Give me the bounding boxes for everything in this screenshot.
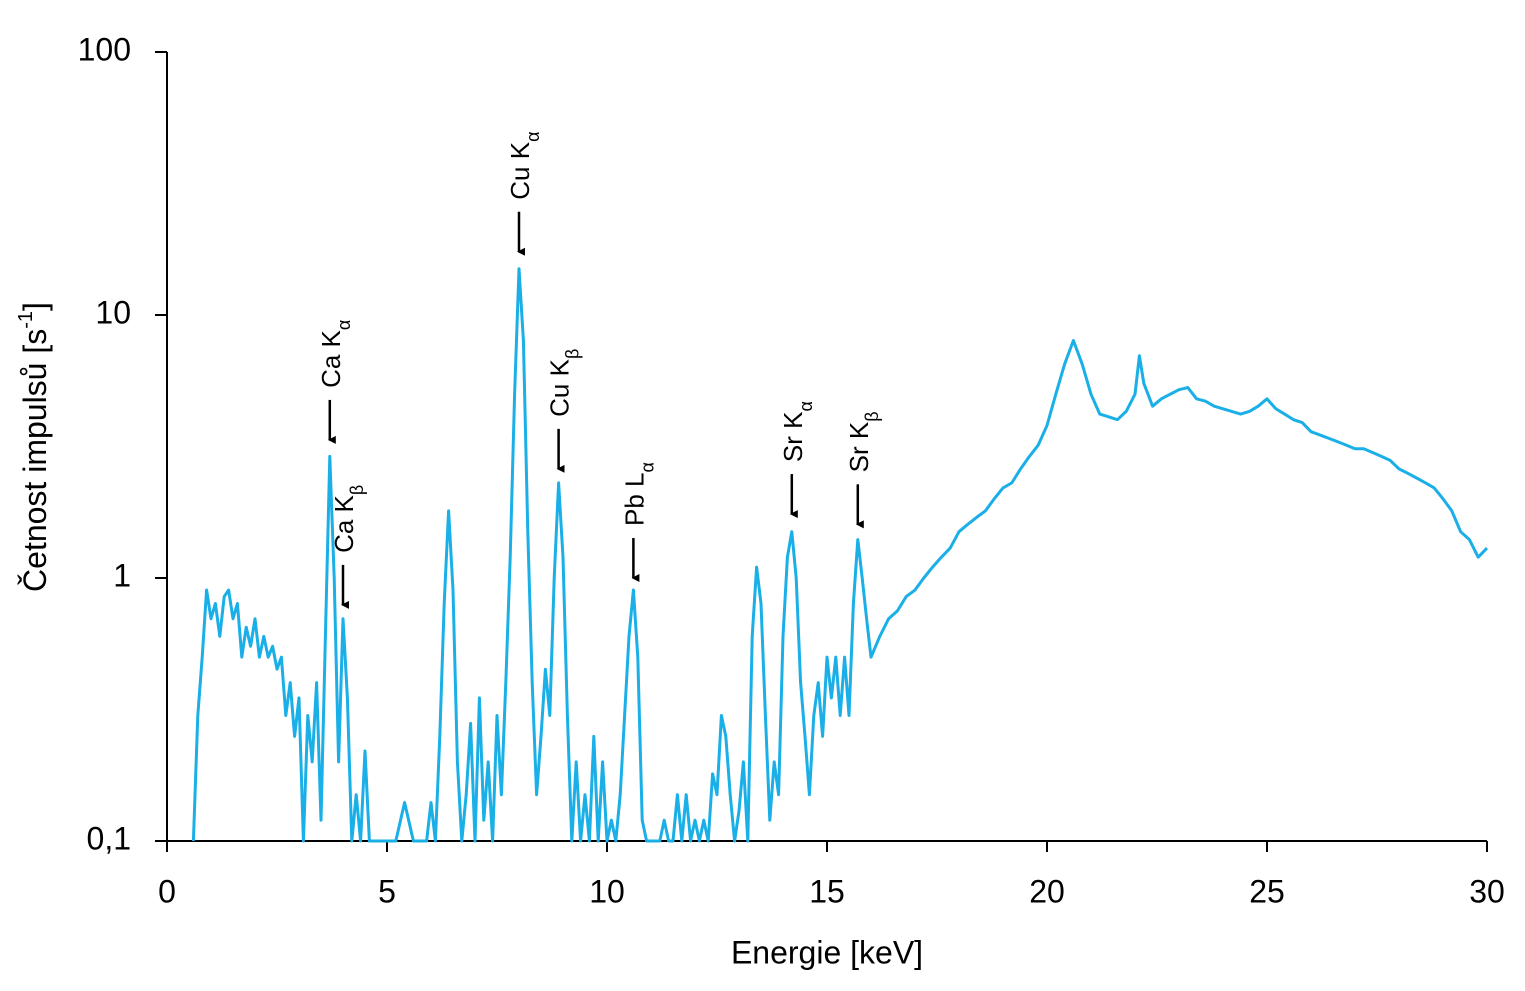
y-axis-label-end: ] (17, 302, 53, 311)
spectrum-line (191, 267, 1489, 843)
annotation-label: Cu Kα (505, 132, 543, 200)
x-tick-label: 25 (1249, 873, 1285, 909)
y-tick-label: 100 (78, 31, 131, 67)
annotation-text: Sr K (844, 421, 874, 472)
annotation-sub: α (334, 320, 354, 330)
x-axis-label: Energie [keV] (731, 934, 923, 970)
annotation-text: Ca K (329, 494, 359, 552)
annotation-sub: β (563, 349, 583, 359)
annotation-text: Sr K (778, 411, 808, 462)
annotation-sub: β (862, 411, 882, 421)
annotation-label: Pb Lα (619, 462, 657, 526)
x-tick-label: 0 (158, 873, 176, 909)
annotation-text: Pb L (619, 473, 649, 527)
annotation-text: Cu K (505, 141, 535, 199)
x-tick-label: 30 (1469, 873, 1505, 909)
annotation-sub: β (347, 485, 367, 495)
annotation-sub: α (796, 401, 816, 411)
y-axis-label-sup: -1 (15, 311, 37, 329)
annotation-text: Cu K (545, 358, 575, 416)
annotation-label: Ca Kα (316, 320, 354, 388)
x-tick-label: 15 (809, 873, 845, 909)
annotation-sub: α (637, 462, 657, 472)
y-axis-label-text: Četnost impulsů [s (17, 329, 53, 592)
annotation-label: Sr Kβ (844, 411, 882, 472)
y-tick-label: 10 (95, 294, 131, 330)
y-tick-label: 0,1 (87, 820, 131, 856)
annotation-label: Cu Kβ (545, 349, 583, 417)
x-tick-label: 20 (1029, 873, 1065, 909)
x-tick-label: 5 (378, 873, 396, 909)
y-axis-label: Četnost impulsů [s-1] (15, 302, 53, 592)
x-tick-label: 10 (589, 873, 625, 909)
annotation-sub: α (523, 132, 543, 142)
annotation-label: Ca Kβ (329, 485, 367, 553)
y-tick-label: 1 (113, 557, 131, 593)
annotation-text: Ca K (316, 329, 346, 387)
annotation-label: Sr Kα (778, 401, 816, 462)
